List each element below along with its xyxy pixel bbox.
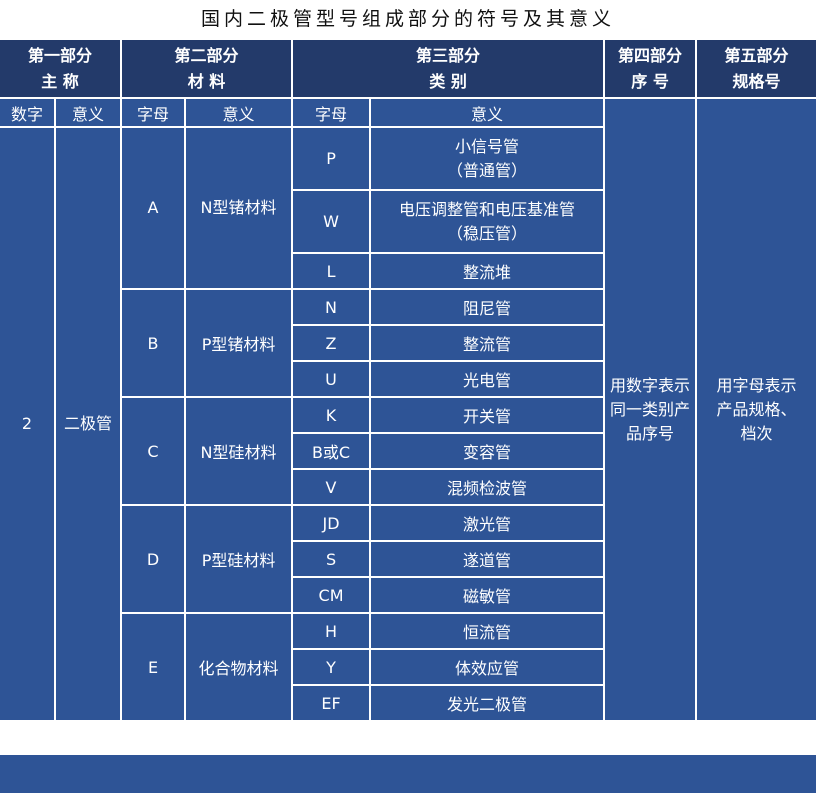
table-row: L 整流堆 (0, 252, 816, 290)
material-meaning: P型硅材料 (184, 504, 294, 614)
type-letter: L (291, 252, 372, 290)
type-meaning: 恒流管 (369, 612, 606, 650)
type-letter: N (291, 288, 372, 326)
type-letter: K (291, 396, 372, 434)
type-meaning: 开关管 (369, 396, 606, 434)
header-part3: 第三部分类 别 (291, 38, 606, 99)
type-letter: Y (291, 648, 372, 686)
subheader-letter: 字母 (120, 97, 187, 128)
header-part5: 第五部分 规格号 (695, 38, 816, 99)
header-part1: 第一部分主 称 (0, 38, 123, 99)
type-letter: W (291, 189, 372, 254)
type-meaning: 整流堆 (369, 252, 606, 290)
type-letter: V (291, 468, 372, 506)
table-row: E 化合物材料 H 恒流管 (0, 612, 816, 722)
type-meaning: 体效应管 (369, 648, 606, 686)
type-letter: Z (291, 324, 372, 362)
header-row: 第一部分主 称 第二部分材 料 第三部分类 别 第四部分序 号 第五部分 规格号 (0, 38, 816, 99)
material-meaning: N型锗材料 (184, 126, 294, 290)
subheader-digit: 数字 (0, 97, 56, 128)
material-letter: B (120, 288, 187, 398)
type-meaning: 电压调整管和电压基准管 （稳压管） (369, 189, 606, 254)
subheader-row: 数字 意义 字母 意义 字母 意义 用数字表示同一类别产品序号 用字母表示产品规… (0, 97, 816, 722)
material-letter: D (120, 504, 187, 614)
part1-digit: 2 (0, 126, 56, 722)
subheader-letter: 字母 (291, 97, 372, 128)
part5-description: 用字母表示产品规格、档次 (695, 97, 816, 722)
table-row: Z 整流管 (0, 324, 816, 362)
type-meaning: 遂道管 (369, 540, 606, 578)
material-letter: E (120, 612, 187, 722)
subheader-meaning: 意义 (184, 97, 294, 128)
table-row: V 混频检波管 (0, 468, 816, 506)
table-row: W 电压调整管和电压基准管 （稳压管） (0, 189, 816, 254)
type-letter: P (291, 126, 372, 191)
type-letter: H (291, 612, 372, 650)
table-row: C N型硅材料 K 开关管 (0, 396, 816, 506)
diode-code-table: 第一部分主 称 第二部分材 料 第三部分类 别 第四部分序 号 第五部分 规格号 … (0, 38, 816, 722)
type-letter: JD (291, 504, 372, 542)
table-row: Y 体效应管 (0, 648, 816, 686)
material-meaning: 化合物材料 (184, 612, 294, 722)
table-row: B P型锗材料 N 阻尼管 (0, 288, 816, 398)
type-letter: U (291, 360, 372, 398)
header-part4: 第四部分序 号 (603, 38, 698, 99)
material-meaning: N型硅材料 (184, 396, 294, 506)
type-meaning: 变容管 (369, 432, 606, 470)
part4-description: 用数字表示同一类别产品序号 (603, 97, 698, 722)
type-meaning: 磁敏管 (369, 576, 606, 614)
subheader-meaning: 意义 (53, 97, 123, 128)
table-footer (0, 753, 816, 793)
part1-meaning: 二极管 (53, 126, 123, 722)
material-letter: C (120, 396, 187, 506)
material-letter: A (120, 126, 187, 290)
table-row: EF 发光二极管 (0, 684, 816, 722)
table-row: S 遂道管 (0, 540, 816, 578)
table-title: 国内二极管型号组成部分的符号及其意义 (200, 8, 615, 30)
table-row: CM 磁敏管 (0, 576, 816, 614)
header-part2: 第二部分材 料 (120, 38, 294, 99)
type-meaning: 激光管 (369, 504, 606, 542)
table-row: B或C 变容管 (0, 432, 816, 470)
type-meaning: 发光二极管 (369, 684, 606, 722)
type-letter: S (291, 540, 372, 578)
type-letter: EF (291, 684, 372, 722)
type-meaning: 整流管 (369, 324, 606, 362)
table-row: 2 二极管 A N型锗材料 P 小信号管 （普通管） (0, 126, 816, 722)
table-row: U 光电管 (0, 360, 816, 398)
type-meaning: 阻尼管 (369, 288, 606, 326)
subheader-meaning: 意义 (369, 97, 606, 128)
type-meaning: 光电管 (369, 360, 606, 398)
type-letter: B或C (291, 432, 372, 470)
table-row: D P型硅材料 JD 激光管 (0, 504, 816, 614)
type-meaning: 小信号管 （普通管） (369, 126, 606, 191)
type-letter: CM (291, 576, 372, 614)
type-meaning: 混频检波管 (369, 468, 606, 506)
material-meaning: P型锗材料 (184, 288, 294, 398)
